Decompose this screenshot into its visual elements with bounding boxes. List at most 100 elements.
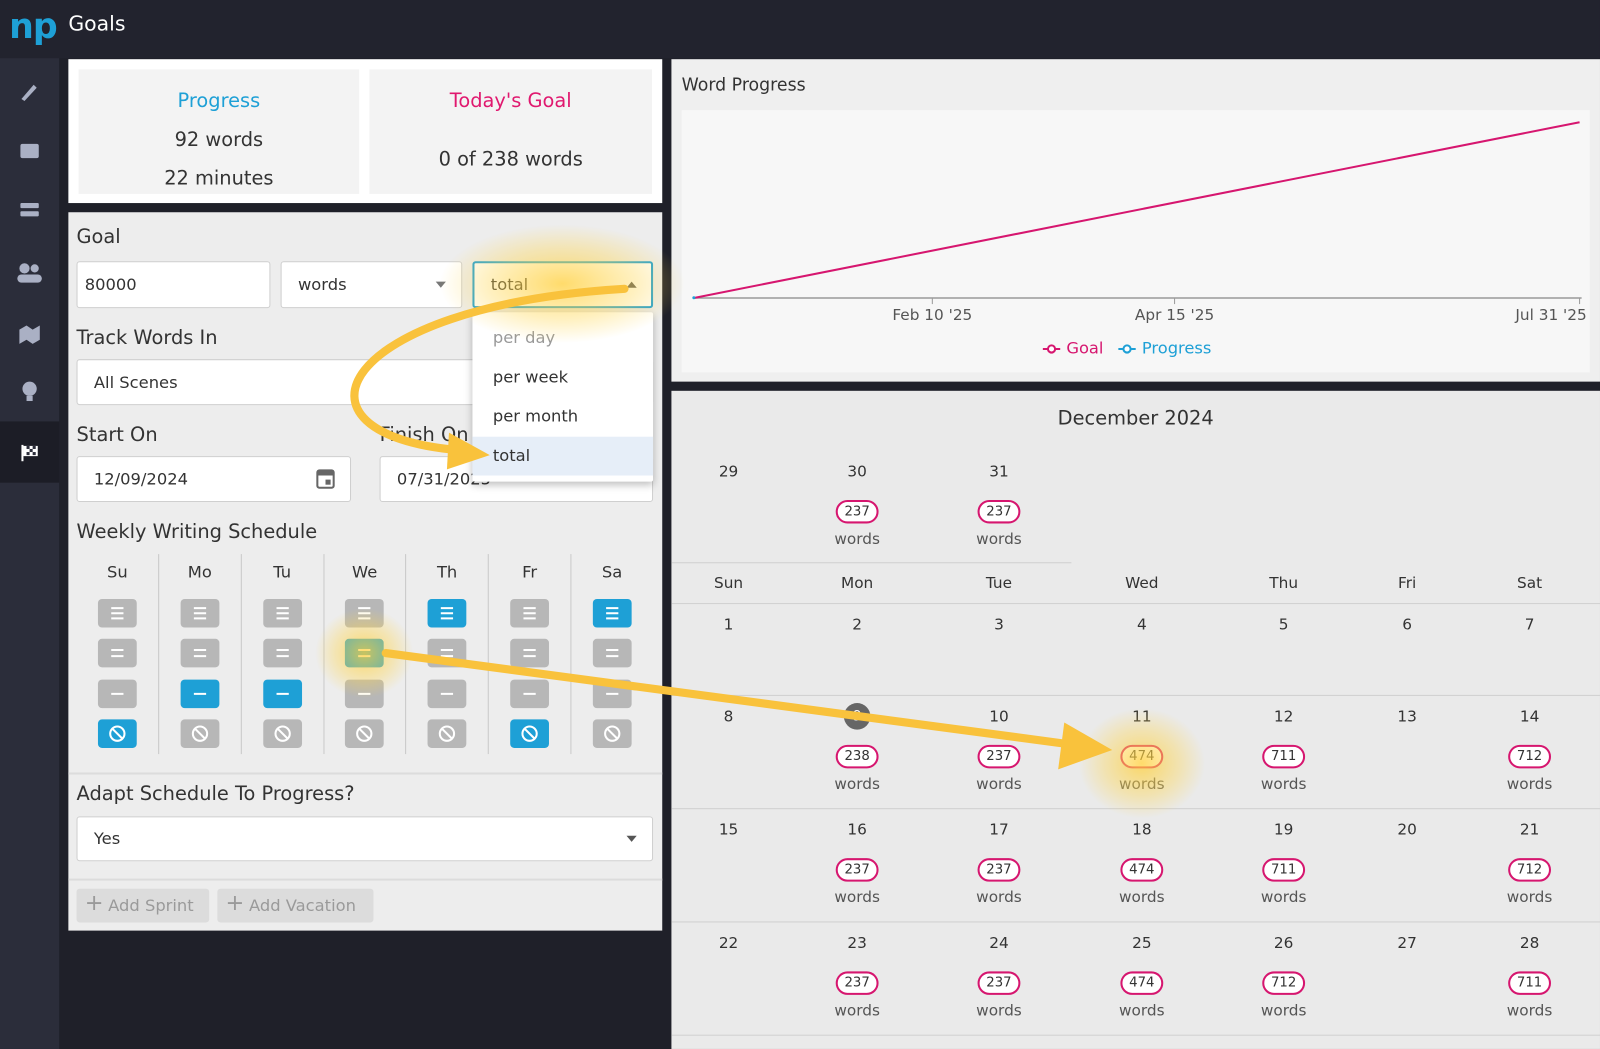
schedule-button[interactable] xyxy=(345,719,385,748)
start-label: Start On xyxy=(76,423,158,446)
goal-badge: 474 xyxy=(1120,858,1164,882)
legend-label: Goal xyxy=(1066,338,1103,357)
add-vacation-button[interactable]: + Add Vacation xyxy=(217,888,374,923)
schedule-button[interactable] xyxy=(592,719,632,748)
progress-minutes: 22 minutes xyxy=(164,167,274,190)
nav-outline[interactable] xyxy=(20,203,39,209)
schedule-button[interactable] xyxy=(180,679,220,709)
day-label: Su xyxy=(106,562,128,582)
goal-unit: words xyxy=(1119,887,1165,907)
nav-board[interactable] xyxy=(20,143,39,159)
goal-unit: words xyxy=(1506,887,1553,907)
day-label: We xyxy=(352,562,378,582)
day-number: 17 xyxy=(989,820,1009,839)
goal-unit: words xyxy=(976,1001,1022,1020)
day-number: 1 xyxy=(723,615,734,634)
highlight-glow xyxy=(315,608,414,698)
button-icon xyxy=(605,607,619,620)
schedule-button[interactable] xyxy=(180,598,220,628)
schedule-button[interactable] xyxy=(97,719,137,748)
column-divider xyxy=(240,554,242,755)
logo[interactable]: np xyxy=(9,6,58,47)
schedule-button[interactable] xyxy=(427,598,467,628)
legend-label: Progress xyxy=(1142,338,1212,357)
goal-badge: 237 xyxy=(835,858,879,882)
goal-badge: 237 xyxy=(977,499,1021,524)
row-divider xyxy=(671,694,1600,696)
icon-ban xyxy=(603,725,621,742)
goal-amount-input[interactable]: 80000 xyxy=(76,261,271,309)
schedule-button[interactable] xyxy=(592,638,632,668)
caret-down xyxy=(626,835,637,842)
goal-unit: words xyxy=(1260,774,1307,793)
highlight-glow xyxy=(439,224,685,343)
button-icon xyxy=(438,725,456,742)
button-icon xyxy=(603,725,621,742)
progress-title: Progress xyxy=(177,89,261,113)
icon-ban xyxy=(193,727,206,740)
button-icon xyxy=(276,648,289,658)
nav-characters[interactable] xyxy=(19,263,30,274)
nav-locations[interactable] xyxy=(19,325,40,344)
nav-write[interactable] xyxy=(21,84,37,102)
schedule-button[interactable] xyxy=(427,719,467,748)
icon-ban xyxy=(356,725,373,742)
schedule-button[interactable] xyxy=(262,638,302,668)
dropdown-option[interactable]: per week xyxy=(492,366,569,387)
calendar-icon[interactable] xyxy=(315,467,335,489)
top-bar: np Goals xyxy=(0,0,1600,59)
schedule-button[interactable] xyxy=(180,719,220,748)
arrow-head xyxy=(446,432,490,470)
button-icon xyxy=(605,648,619,658)
goal-badge: 237 xyxy=(977,858,1021,882)
arrow-head xyxy=(1058,722,1113,770)
goal-badge: 237 xyxy=(977,744,1021,769)
schedule-button[interactable] xyxy=(262,679,302,709)
dropdown-option[interactable]: total xyxy=(472,436,654,475)
x-tick-label: Jul 31 '25 xyxy=(1514,306,1586,324)
today-card: Today's Goal 0 of 238 words xyxy=(369,69,653,194)
schedule-button[interactable] xyxy=(510,719,549,748)
day-number: 27 xyxy=(1397,933,1417,953)
dropdown-option[interactable]: per month xyxy=(492,406,579,426)
day-number: 8 xyxy=(723,707,734,726)
nav-ideas[interactable] xyxy=(22,381,37,396)
button-icon xyxy=(605,692,619,695)
day-number: 5 xyxy=(1278,615,1289,634)
schedule-button[interactable] xyxy=(180,638,220,668)
day-number: 21 xyxy=(1519,820,1540,839)
schedule-button[interactable] xyxy=(97,638,137,668)
schedule-button[interactable] xyxy=(97,679,137,709)
sidebar xyxy=(0,58,60,1049)
start-date-input[interactable]: 12/09/2024 xyxy=(76,456,352,503)
goal-unit: words xyxy=(1260,1001,1307,1020)
schedule-button[interactable] xyxy=(262,719,302,748)
button-label: Add Sprint xyxy=(108,895,194,916)
goal-badge: 711 xyxy=(1262,858,1306,882)
button-icon xyxy=(523,692,536,695)
button-icon xyxy=(523,607,536,620)
goal-unit: words xyxy=(976,887,1022,907)
divider xyxy=(68,772,663,775)
schedule-button[interactable] xyxy=(510,638,549,668)
goal-label: Goal xyxy=(76,225,121,248)
schedule-button[interactable] xyxy=(262,598,302,628)
day-number: 30 xyxy=(847,462,867,481)
schedule-button[interactable] xyxy=(510,598,549,628)
goal-badge: 237 xyxy=(835,971,879,995)
schedule-button[interactable] xyxy=(510,679,549,709)
button-label: Add Vacation xyxy=(248,895,356,916)
add-sprint-button[interactable]: + Add Sprint xyxy=(76,888,210,923)
goal-unit-select[interactable]: words xyxy=(280,261,463,309)
weekday-label: Sat xyxy=(1517,573,1543,592)
weekday-label: Fri xyxy=(1398,573,1417,592)
schedule-button[interactable] xyxy=(427,679,467,709)
column-divider xyxy=(158,554,160,755)
adapt-select[interactable]: Yes xyxy=(76,816,654,862)
progress-card: Progress 92 words 22 minutes xyxy=(78,69,360,194)
button-icon xyxy=(441,692,454,695)
legend-marker xyxy=(1046,344,1057,354)
schedule-button[interactable] xyxy=(97,598,137,628)
button-icon xyxy=(193,648,206,658)
schedule-button[interactable] xyxy=(592,598,632,628)
